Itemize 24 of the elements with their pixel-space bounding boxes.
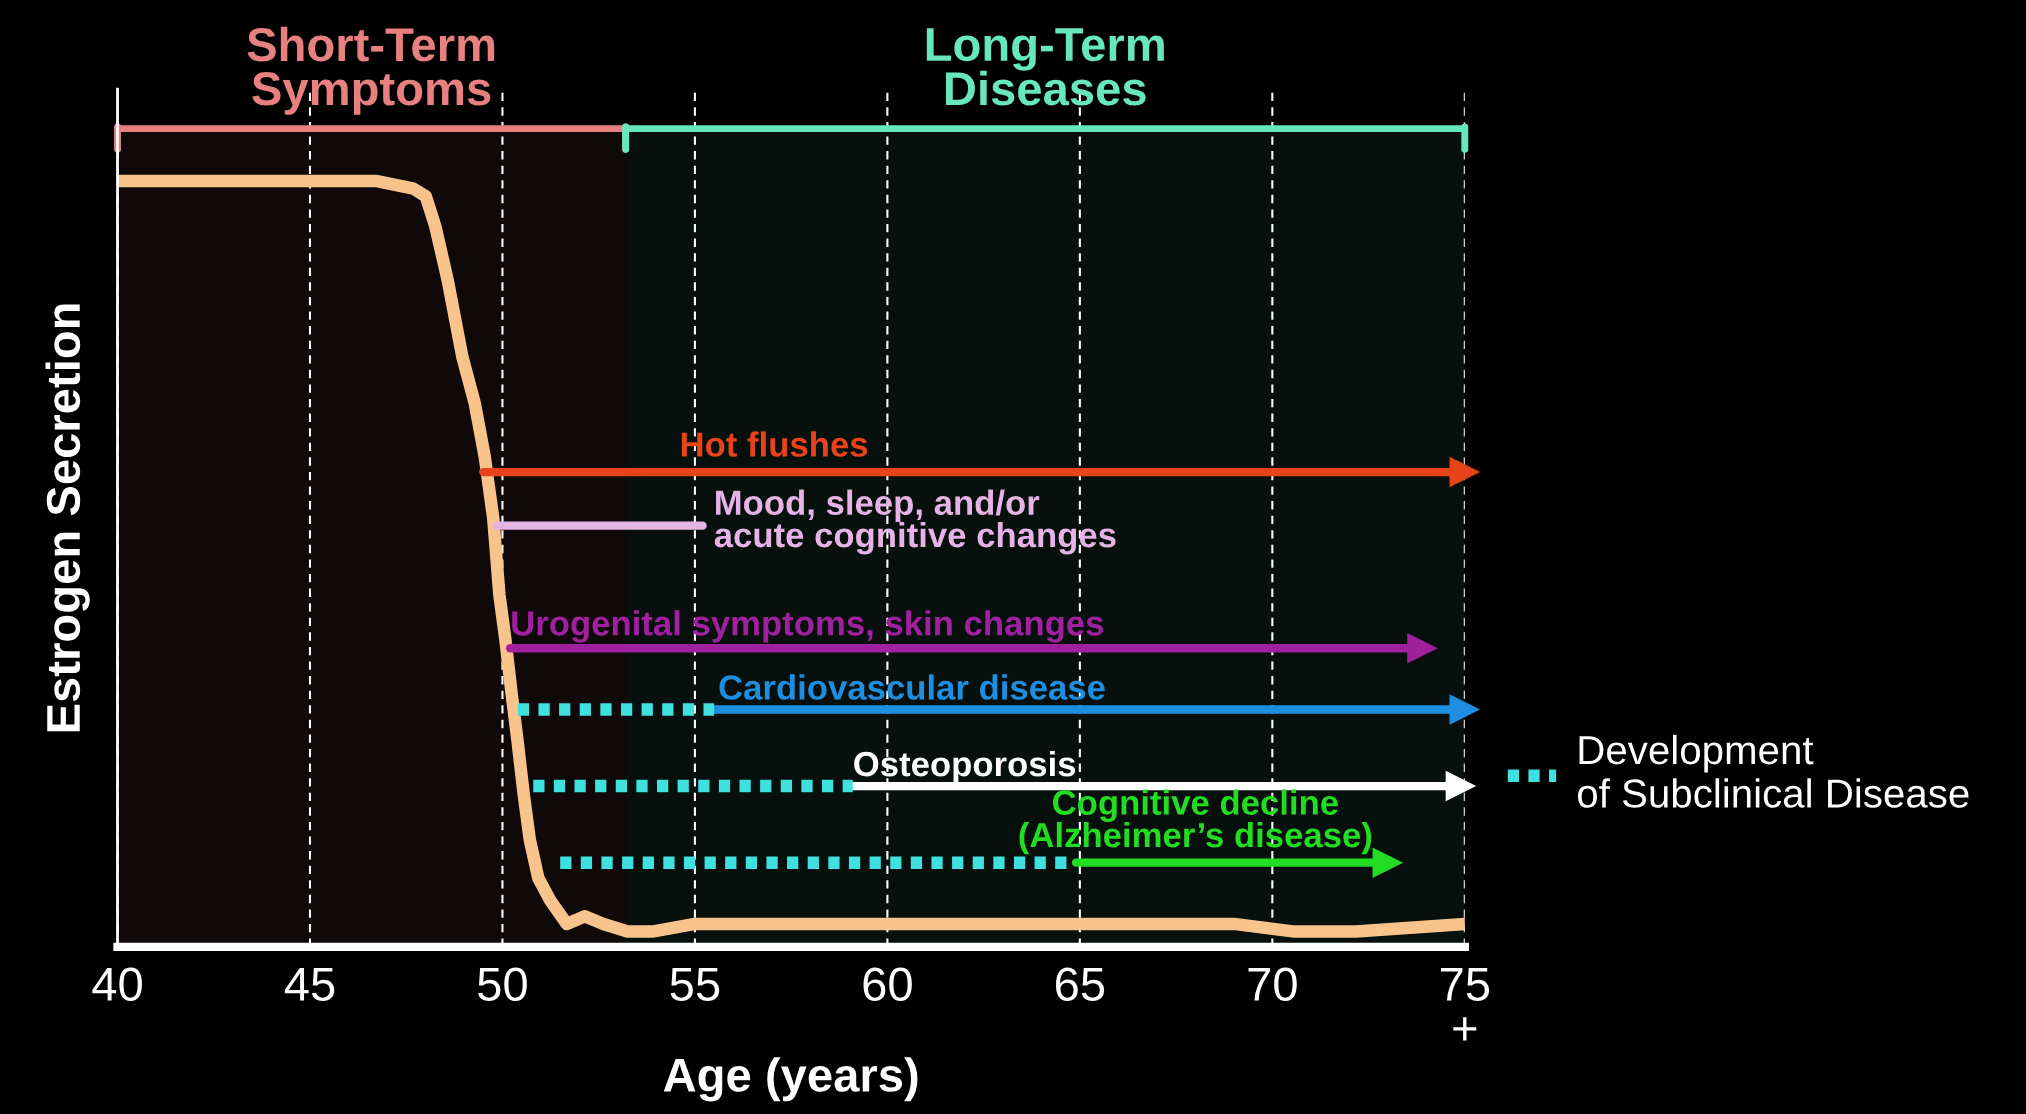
x-tick-label: 70 xyxy=(1248,967,1297,1002)
annotation: Urogenital symptoms, skin changes xyxy=(512,610,1104,643)
annotation: Cognitive decline (Alzheimer’s disease) xyxy=(1019,789,1372,855)
x-tick-label: 55 xyxy=(670,968,720,1002)
y-axis-title: Estrogen Secretion xyxy=(45,304,90,732)
annotation: Cardiovascular disease xyxy=(719,674,1105,700)
point xyxy=(1449,456,1481,488)
x-axis-title: Age (years) xyxy=(663,1057,918,1102)
point xyxy=(1449,694,1481,725)
x-tick-label: 60 xyxy=(863,967,912,1002)
annotation: Mood, sleep, and/or acute cognitive changes xyxy=(714,489,1116,555)
x-tick-label: 40 xyxy=(92,967,142,1002)
band-label: Short-Term Symptoms xyxy=(247,26,495,115)
x-tick-label: 75 + xyxy=(1440,968,1490,1041)
annotation: Osteoporosis xyxy=(854,750,1076,784)
x-tick-label: 50 xyxy=(478,967,527,1002)
point xyxy=(1372,847,1404,878)
x-tick-label: 65 xyxy=(1056,967,1105,1002)
x-tick-label: 45 xyxy=(284,968,335,1002)
annotation: Hot flushes xyxy=(681,431,868,457)
band-label: Long-Term Diseases xyxy=(926,28,1164,106)
legend-label: Development of Subclinical Disease xyxy=(1577,734,1969,808)
point xyxy=(1407,632,1438,664)
point xyxy=(1445,770,1477,802)
